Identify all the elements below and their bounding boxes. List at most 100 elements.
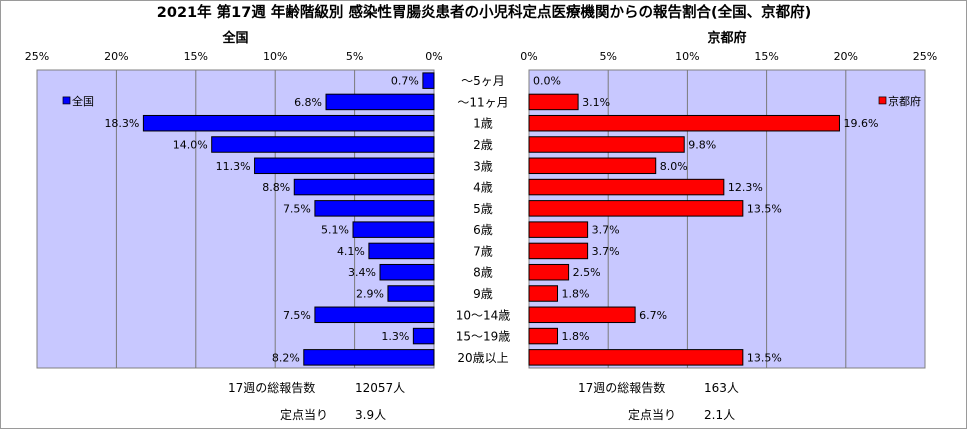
data-label: 1.8% bbox=[562, 330, 590, 343]
bar bbox=[254, 157, 435, 175]
bar bbox=[528, 200, 744, 217]
national-per-site-label: 定点当り bbox=[280, 407, 328, 422]
legend-0: 全国 bbox=[62, 94, 94, 108]
category-label: 7歳 bbox=[473, 244, 493, 258]
bar bbox=[528, 349, 744, 366]
bar bbox=[528, 306, 636, 324]
panel-1: 0% 5% 10% 15% 20% 25% 京都府 0.0% 3.1% 19.6% 9.8%8.0%… bbox=[520, 30, 937, 369]
data-label: 14.0% bbox=[173, 139, 208, 152]
bar bbox=[528, 157, 657, 175]
data-label: 7.5% bbox=[283, 202, 311, 215]
bar bbox=[368, 242, 435, 260]
x-tick-label: 15% bbox=[754, 50, 778, 63]
data-label: 4.1% bbox=[337, 245, 365, 258]
national-per-site-value: 3.9人 bbox=[355, 408, 386, 422]
bar bbox=[211, 136, 435, 153]
category-label: 1歳 bbox=[473, 117, 493, 131]
data-label: 0.7% bbox=[391, 75, 419, 88]
x-tick-label: 25% bbox=[913, 50, 937, 63]
national-total-value: 12057人 bbox=[355, 381, 405, 395]
legend-swatch bbox=[878, 96, 887, 105]
x-tick-label: 20% bbox=[834, 50, 858, 63]
chart-title: 2021年 第17週 年齢階級別 感染性胃腸炎患者の小児科定点医療機関からの報告… bbox=[157, 3, 811, 21]
data-label: 0.0% bbox=[533, 75, 561, 88]
bar bbox=[352, 221, 435, 238]
kyoto-per-site-value: 2.1人 bbox=[704, 408, 735, 422]
kyoto-per-site-label: 定点当り bbox=[628, 407, 676, 422]
panel-title: 京都府 bbox=[707, 30, 746, 46]
bar bbox=[528, 93, 579, 111]
national-total-label: 17週の総報告数 bbox=[228, 380, 315, 395]
category-label: 15～19歳 bbox=[456, 330, 511, 344]
bar bbox=[528, 285, 559, 302]
bar bbox=[528, 178, 725, 196]
plot-area-1 bbox=[528, 69, 926, 369]
data-label: 7.5% bbox=[283, 309, 311, 322]
data-label: 2.9% bbox=[356, 288, 384, 301]
x-tick-label: 25% bbox=[25, 50, 49, 63]
bar bbox=[528, 327, 559, 345]
bar bbox=[325, 93, 435, 111]
category-label: ～5ヶ月 bbox=[461, 74, 505, 88]
x-tick-label: 15% bbox=[184, 50, 208, 63]
kyoto-total-value: 163人 bbox=[704, 381, 739, 395]
data-label: 19.6% bbox=[843, 117, 878, 130]
data-label: 3.7% bbox=[592, 245, 620, 258]
legend-label: 全国 bbox=[72, 94, 94, 108]
x-tick-label: 10% bbox=[263, 50, 287, 63]
x-tick-label: 5% bbox=[346, 50, 363, 63]
x-tick-label: 5% bbox=[599, 50, 616, 63]
bar bbox=[528, 242, 589, 260]
data-label: 3.7% bbox=[592, 224, 620, 237]
data-label: 9.8% bbox=[688, 139, 716, 152]
panel-0: 0% 5% 10% 15% 20% 25% 全国 0.7% 6.8% 18.3% 14.0% 11.3… bbox=[25, 30, 443, 369]
category-label: 9歳 bbox=[473, 287, 493, 301]
category-label: 2歳 bbox=[473, 138, 493, 152]
data-label: 13.5% bbox=[747, 202, 782, 215]
bar bbox=[293, 178, 435, 196]
x-tick-label: 0% bbox=[520, 50, 537, 63]
category-label: 5歳 bbox=[473, 202, 493, 216]
x-tick-label: 20% bbox=[104, 50, 128, 63]
legend-label: 京都府 bbox=[888, 94, 921, 108]
data-label: 1.8% bbox=[562, 288, 590, 301]
bar bbox=[142, 114, 435, 132]
data-label: 6.8% bbox=[294, 96, 322, 109]
plot-area-0 bbox=[36, 69, 435, 369]
data-label: 8.0% bbox=[660, 160, 688, 173]
data-label: 8.8% bbox=[262, 181, 290, 194]
data-label: 3.1% bbox=[582, 96, 610, 109]
data-label: 3.4% bbox=[348, 266, 376, 279]
x-tick-label: 0% bbox=[425, 50, 442, 63]
bar bbox=[422, 72, 435, 89]
data-label: 12.3% bbox=[728, 181, 763, 194]
category-labels: ～5ヶ月 ～11ヶ月 1歳 2歳 3歳 4歳 5歳 6歳 7歳 8歳 9歳 10～14歳 15～19歳 2… bbox=[456, 74, 511, 365]
data-label: 5.1% bbox=[321, 224, 349, 237]
panel-title: 全国 bbox=[221, 30, 248, 46]
data-label: 1.3% bbox=[381, 330, 409, 343]
data-label: 2.5% bbox=[573, 266, 601, 279]
bar bbox=[379, 263, 435, 281]
bar bbox=[528, 136, 685, 153]
bar bbox=[314, 200, 435, 217]
category-label: 6歳 bbox=[473, 223, 493, 237]
category-label: 10～14歳 bbox=[456, 308, 511, 322]
bar bbox=[528, 114, 840, 132]
data-label: 18.3% bbox=[104, 117, 139, 130]
category-label: 20歳以上 bbox=[457, 351, 508, 365]
bar bbox=[528, 221, 589, 238]
legend-swatch bbox=[62, 96, 71, 105]
data-label: 11.3% bbox=[216, 160, 251, 173]
category-label: ～11ヶ月 bbox=[457, 95, 508, 109]
category-label: 8歳 bbox=[473, 266, 493, 280]
x-tick-label: 10% bbox=[675, 50, 699, 63]
bar bbox=[387, 285, 435, 302]
kyoto-total-label: 17週の総報告数 bbox=[578, 380, 665, 395]
bar bbox=[412, 327, 435, 345]
data-label: 6.7% bbox=[639, 309, 667, 322]
data-label: 13.5% bbox=[747, 351, 782, 364]
bar bbox=[528, 263, 570, 281]
bar bbox=[303, 349, 435, 366]
bar bbox=[314, 306, 435, 324]
